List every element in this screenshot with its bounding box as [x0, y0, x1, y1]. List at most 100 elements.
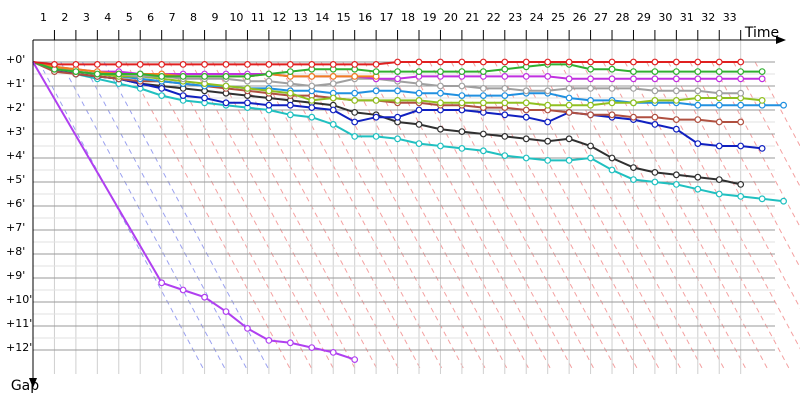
- data-point: [608, 111, 616, 119]
- x-tick-label: 19: [422, 11, 436, 24]
- data-point: [394, 96, 401, 104]
- y-axis-arrow: [29, 378, 37, 388]
- data-point: [737, 75, 745, 83]
- x-tick-label: 6: [147, 11, 154, 24]
- data-point: [715, 89, 723, 97]
- data-point: [415, 89, 423, 97]
- data-point: [308, 82, 316, 90]
- data-point: [501, 99, 509, 107]
- lap-reference-line: [537, 61, 704, 371]
- y-tick-label: +12': [6, 341, 32, 354]
- data-point: [351, 72, 359, 80]
- lap-reference-line: [103, 61, 270, 371]
- x-tick-label: 5: [126, 11, 133, 24]
- data-point: [651, 120, 659, 128]
- data-point: [308, 104, 316, 111]
- x-tick-label: 20: [444, 11, 458, 24]
- data-point: [501, 65, 509, 73]
- x-tick-label: 3: [83, 11, 90, 24]
- data-point: [394, 68, 401, 75]
- data-point: [565, 75, 573, 83]
- data-point: [544, 156, 552, 164]
- data-point: [458, 92, 466, 99]
- data-point: [501, 132, 509, 140]
- data-point: [565, 156, 573, 164]
- x-tick-label: 1: [40, 11, 47, 24]
- x-tick-label: 16: [358, 11, 372, 24]
- data-point: [501, 72, 509, 80]
- data-point: [372, 132, 380, 140]
- data-point: [244, 61, 251, 68]
- data-point: [351, 61, 359, 68]
- lap-reference-line: [81, 61, 248, 371]
- data-point: [544, 101, 552, 109]
- data-point: [201, 293, 208, 301]
- x-tick-label: 8: [190, 11, 197, 24]
- data-point: [136, 70, 144, 78]
- data-point: [458, 82, 466, 90]
- data-point: [501, 92, 509, 99]
- data-point: [479, 92, 487, 99]
- data-point: [630, 176, 637, 184]
- data-point: [565, 108, 573, 116]
- y-tick-label: +0': [6, 53, 25, 66]
- data-point: [565, 135, 573, 143]
- x-tick-label: 21: [465, 11, 479, 24]
- data-point: [758, 75, 766, 83]
- data-point: [608, 65, 616, 73]
- lap-reference-line: [212, 61, 379, 371]
- data-point: [115, 61, 123, 68]
- data-point: [158, 279, 166, 287]
- data-point: [694, 173, 702, 181]
- data-point: [630, 99, 637, 107]
- data-point: [265, 87, 273, 95]
- data-point: [651, 96, 659, 104]
- y-tick-label: +8': [6, 245, 25, 258]
- data-point: [329, 94, 337, 102]
- x-tick-label: 12: [272, 11, 286, 24]
- lap-reference-line: [407, 61, 574, 371]
- data-point: [715, 68, 723, 75]
- lap-reference-line: [298, 61, 465, 371]
- data-point: [244, 72, 251, 80]
- data-point: [651, 75, 659, 83]
- data-point: [758, 96, 766, 104]
- data-point: [672, 180, 680, 188]
- data-point: [630, 164, 637, 172]
- data-point: [694, 87, 702, 95]
- data-point: [437, 125, 444, 133]
- data-point: [544, 58, 552, 66]
- x-tick-label: 4: [104, 11, 111, 24]
- x-tick-label: 31: [680, 11, 694, 24]
- x-tick-label: 22: [487, 11, 501, 24]
- series-line: [32, 61, 741, 95]
- data-point: [201, 94, 208, 102]
- lap-reference-line: [667, 61, 800, 309]
- y-tick-label: +2': [6, 101, 25, 114]
- data-point: [715, 118, 723, 126]
- data-point: [394, 113, 401, 121]
- data-point: [72, 68, 80, 75]
- data-point: [672, 75, 680, 83]
- data-point: [201, 61, 208, 68]
- lap-reference-line: [233, 61, 400, 371]
- data-point: [651, 178, 659, 186]
- data-point: [222, 82, 230, 90]
- data-point: [737, 142, 745, 150]
- x-tick-label: 27: [594, 11, 608, 24]
- data-point: [286, 61, 294, 68]
- data-point: [286, 111, 294, 119]
- data-point: [265, 101, 273, 109]
- data-point: [437, 82, 444, 90]
- data-point: [415, 96, 423, 104]
- x-tick-label: 2: [61, 11, 68, 24]
- lap-reference-line: [624, 61, 791, 371]
- x-tick-label: 24: [530, 11, 544, 24]
- data-point: [179, 72, 187, 80]
- data-point: [522, 87, 530, 95]
- x-tick-label: 15: [337, 11, 351, 24]
- y-tick-label: +9': [6, 269, 25, 282]
- lap-reference-line: [147, 61, 313, 371]
- data-point: [715, 190, 723, 198]
- x-axis-title: Time: [744, 25, 779, 41]
